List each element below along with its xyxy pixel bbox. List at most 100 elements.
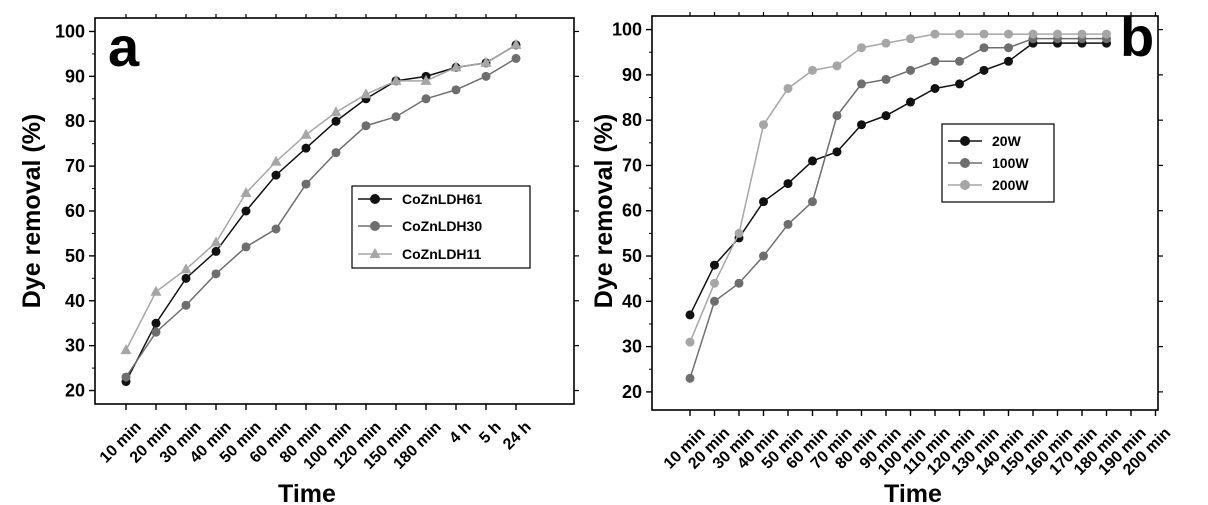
data-point-CoZnLDH30 [121,372,131,382]
legend-label-CoZnLDH30: CoZnLDH30 [402,218,482,234]
data-point-200W [832,61,842,71]
y-tick-label: 60 [622,201,642,221]
data-point-CoZnLDH11 [300,128,312,139]
y-tick-label: 100 [612,20,642,40]
legend: 20W 100W 200W [941,123,1055,203]
data-point-200W [1053,29,1062,39]
data-point-CoZnLDH11 [330,106,342,117]
data-point-CoZnLDH11 [480,56,492,67]
data-point-100W [857,79,866,89]
data-point-100W [685,373,695,383]
panel-letter: b [1120,5,1154,68]
data-point-200W [1077,29,1087,39]
data-point-CoZnLDH30 [151,327,161,337]
data-point-CoZnLDH61 [241,206,251,216]
plot-frame [651,15,1159,411]
data-point-200W [881,38,891,48]
data-point-200W [759,120,768,130]
data-point-CoZnLDH11 [180,263,192,274]
data-point-20W [930,83,940,93]
data-point-20W [685,310,695,320]
y-tick-label: 60 [65,201,85,221]
x-axis-title: Time [884,480,942,505]
data-point-CoZnLDH61 [181,273,191,283]
legend-label-100W: 100W [992,155,1029,171]
data-point-100W [955,56,964,66]
legend-marker-100W [960,158,970,168]
y-tick-label: 40 [65,291,85,311]
data-point-200W [930,29,940,39]
y-tick-label: 100 [55,21,85,41]
data-point-20W [759,197,768,207]
data-point-200W [1004,29,1013,39]
data-point-200W [955,29,964,39]
data-point-100W [906,65,915,75]
data-point-200W [857,43,866,53]
y-tick-label: 50 [65,246,85,266]
data-point-20W [857,120,866,130]
data-point-20W [808,156,817,166]
legend-marker-20W [960,136,970,146]
data-point-CoZnLDH61 [211,246,221,256]
legend-marker-CoZnLDH11 [369,248,381,258]
legend-label-CoZnLDH11: CoZnLDH11 [402,246,482,262]
data-point-100W [759,251,768,261]
legend-label-200W: 200W [992,177,1029,193]
data-point-CoZnLDH11 [450,61,462,72]
y-tick-label: 40 [622,291,642,311]
data-point-CoZnLDH61 [271,170,281,180]
data-point-200W [685,337,695,347]
data-point-100W [734,278,744,288]
data-point-CoZnLDH11 [240,187,252,198]
y-tick-label: 70 [65,156,85,176]
series-line-CoZnLDH11 [125,44,517,351]
data-point-100W [979,43,989,53]
data-point-20W [783,179,793,189]
legend-label-CoZnLDH61: CoZnLDH61 [402,191,482,207]
data-point-20W [1004,56,1013,66]
data-point-CoZnLDH30 [181,300,191,310]
data-point-CoZnLDH30 [511,53,521,63]
data-point-200W [906,34,915,44]
data-point-100W [930,56,940,66]
data-point-CoZnLDH30 [481,71,491,81]
data-point-CoZnLDH11 [360,88,372,99]
data-point-CoZnLDH11 [120,344,132,355]
data-point-20W [955,79,964,89]
y-tick-label: 90 [65,66,85,86]
panel-letter: a [108,15,140,78]
data-point-CoZnLDH61 [151,318,161,328]
y-tick-label: 20 [622,382,642,402]
data-point-100W [881,74,891,84]
data-point-100W [1004,43,1013,53]
data-point-CoZnLDH61 [331,116,341,126]
y-tick-label: 30 [622,337,642,357]
data-point-CoZnLDH11 [150,285,162,296]
data-point-200W [979,29,989,39]
y-tick-label: 20 [65,381,85,401]
data-point-CoZnLDH30 [211,269,221,279]
y-tick-label: 80 [65,111,85,131]
data-point-20W [832,147,842,157]
x-tick-label: 24 h [500,419,535,454]
data-point-200W [808,65,817,75]
legend-marker-CoZnLDH61 [370,194,380,204]
data-point-100W [783,219,793,229]
legend-marker-CoZnLDH30 [370,221,380,231]
data-point-CoZnLDH30 [271,224,281,234]
data-point-20W [881,111,891,121]
data-point-200W [1102,29,1111,39]
data-point-CoZnLDH30 [421,94,431,104]
legend: CoZnLDH61 CoZnLDH30 CoZnLDH11 [351,185,531,269]
data-point-20W [710,260,719,270]
data-point-20W [979,65,989,75]
series-line-100W [689,37,1107,379]
legend-label-20W: 20W [992,133,1022,149]
y-axis-title: Dye removal (%) [18,114,46,309]
data-point-20W [906,97,915,107]
y-tick-label: 30 [65,336,85,356]
data-point-CoZnLDH61 [301,143,311,153]
